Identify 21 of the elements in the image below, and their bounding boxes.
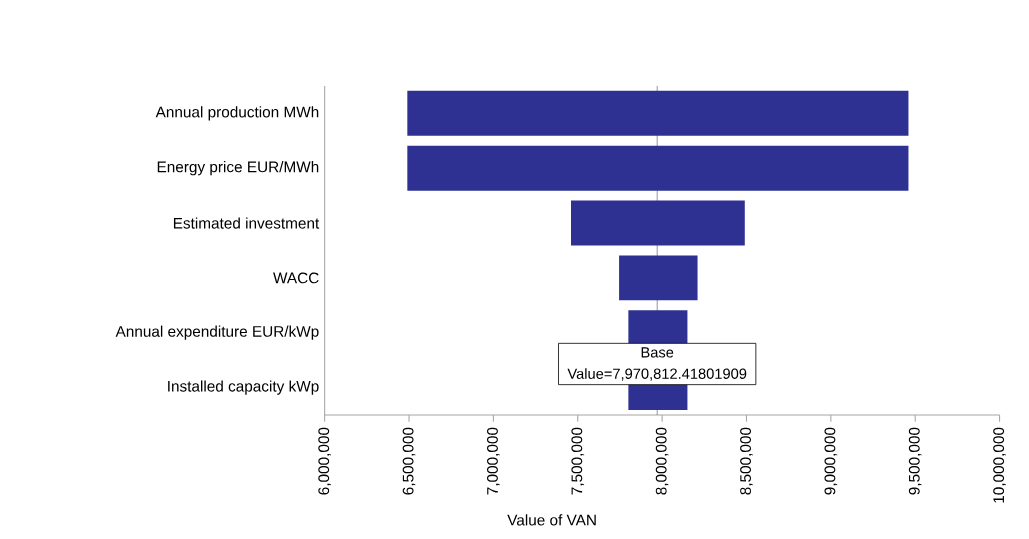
x-axis-title: Value of VAN <box>507 514 596 526</box>
x-tick-label: 7,500,000 <box>571 427 585 495</box>
x-tick-label: 8,500,000 <box>740 427 753 495</box>
bar <box>407 145 909 191</box>
bar <box>619 255 698 301</box>
y-tick-label: Energy price EUR/MWh <box>157 161 319 176</box>
y-tick-label: Annual production MWh <box>155 106 319 121</box>
x-tick-label: 9,000,000 <box>824 427 838 495</box>
ref-line-label: Base Value=7,970,812.41801909 <box>567 347 747 381</box>
bar <box>571 200 745 246</box>
x-tick-label: 10,000,000 <box>993 427 1006 503</box>
y-tick-label: Installed capacity kWp <box>168 380 319 395</box>
bar <box>407 90 909 136</box>
y-tick-label: Estimated investment <box>173 217 320 229</box>
x-tick-label: 8,000,000 <box>655 427 669 495</box>
y-tick-label: Annual expenditure EUR/kWp <box>115 325 319 340</box>
x-tick-label: 9,500,000 <box>908 427 922 495</box>
x-tick-label: 6,500,000 <box>402 427 416 495</box>
x-tick-label: 6,000,000 <box>318 427 331 495</box>
x-tick-label: 7,000,000 <box>487 427 500 495</box>
y-tick-label: WACC <box>273 272 319 284</box>
